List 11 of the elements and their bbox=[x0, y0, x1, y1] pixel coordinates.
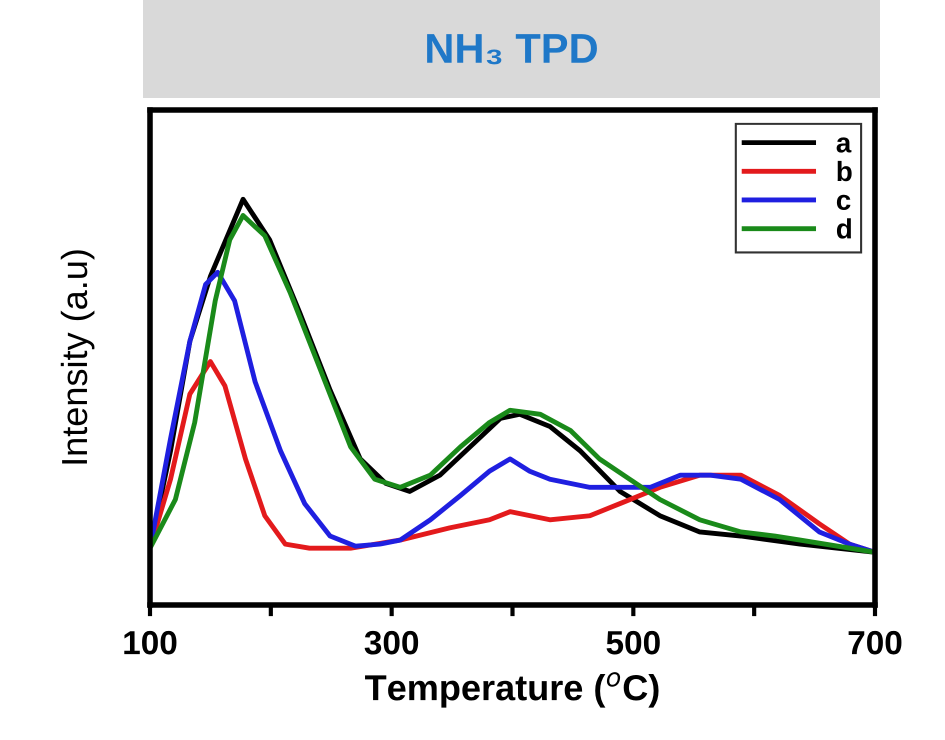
legend-label: c bbox=[836, 194, 850, 210]
x-tick-label: 300 bbox=[364, 630, 418, 655]
x-axis-title: Temperature ($^{o}$C) bbox=[365, 672, 659, 708]
x-tick-label: 500 bbox=[606, 630, 660, 654]
y-axis-title: Intensity (a.u) bbox=[60, 250, 94, 464]
legend-label: a bbox=[836, 137, 852, 153]
legend-label: d bbox=[836, 218, 851, 239]
x-tick-label: 700 bbox=[848, 630, 902, 654]
x-tick-label: 100 bbox=[124, 630, 176, 654]
legend-label: b bbox=[838, 160, 852, 182]
chart-title: NH₃ TPD bbox=[427, 34, 597, 64]
